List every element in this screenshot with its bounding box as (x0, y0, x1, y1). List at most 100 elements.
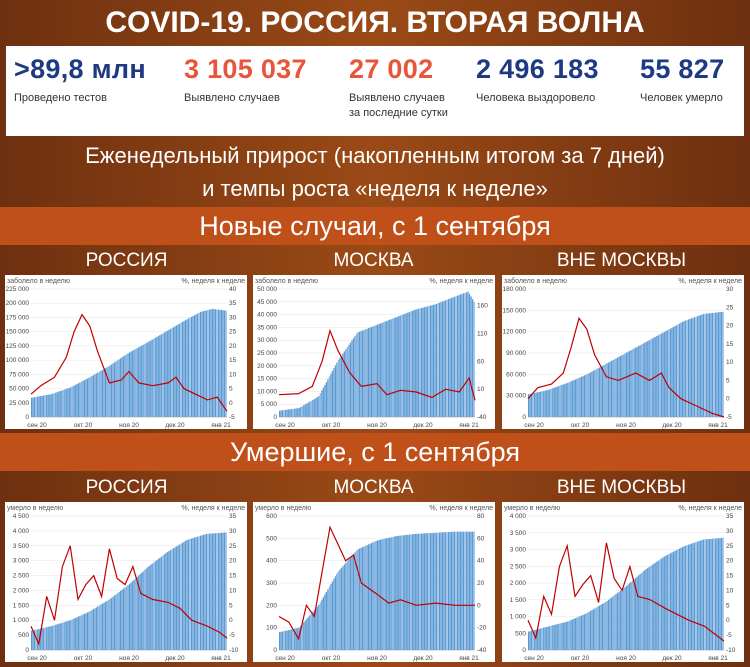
y-tick-label: 0 (273, 647, 277, 654)
bar (214, 533, 217, 650)
bar (562, 384, 564, 417)
x-tick-label: янв 21 (459, 655, 479, 662)
bar (139, 574, 141, 650)
subtitle-line2: и темпы роста «неделя к неделе» (202, 176, 548, 201)
bar (107, 366, 110, 417)
bar (68, 387, 70, 417)
bar (49, 626, 51, 650)
y2-tick-label: 0 (229, 617, 233, 624)
y-tick-label: 225 000 (6, 286, 30, 293)
bar (53, 393, 55, 417)
bar (334, 365, 337, 417)
y-tick-label: 200 (266, 602, 277, 609)
bar (304, 404, 306, 417)
bar (94, 374, 96, 417)
bar (659, 334, 661, 417)
bar (31, 630, 33, 650)
bar (369, 543, 371, 650)
bar (199, 311, 202, 417)
bar (125, 354, 128, 417)
bar (687, 319, 690, 417)
bar (71, 619, 73, 650)
chart-cases-russia: заболело в неделю %, неделя к неделе 0 25 0… (5, 275, 247, 429)
bar (316, 606, 318, 650)
bar (606, 600, 608, 650)
bar (713, 312, 715, 417)
y-tick-label: 3 000 (510, 547, 527, 554)
y-tick-label: 2 000 (510, 580, 527, 587)
bar (321, 390, 323, 417)
bar (318, 395, 320, 417)
bar (432, 304, 435, 417)
bar (55, 392, 57, 417)
bar (619, 590, 622, 650)
bar (77, 383, 79, 417)
bar (647, 567, 649, 650)
bar (62, 622, 64, 650)
bar (701, 314, 703, 417)
bar (441, 532, 444, 650)
bar (692, 543, 694, 650)
bar (389, 319, 391, 417)
bar (603, 364, 605, 417)
bar (222, 310, 224, 417)
bar (538, 628, 540, 650)
bar (381, 322, 383, 417)
x-tick-label: дек 20 (165, 655, 185, 662)
x-tick-label: янв 21 (708, 422, 728, 429)
x-tick-label: окт 20 (322, 422, 341, 429)
bar (470, 296, 472, 417)
bar (546, 390, 548, 417)
bar (672, 326, 674, 417)
bar (97, 372, 99, 417)
bar (156, 336, 158, 417)
y-tick-label: 100 000 (6, 357, 30, 364)
bar (295, 408, 297, 417)
y2-tick-label: -5 (229, 632, 235, 639)
bar (589, 611, 592, 650)
bar (337, 571, 340, 650)
y2-tick-label: 30 (229, 314, 237, 321)
bar (357, 332, 359, 417)
bar (310, 400, 312, 417)
bar (532, 393, 534, 417)
bar (56, 392, 58, 417)
chart-deaths-moscow: умерло в неделю%, неделя к неделе 0 100 200… (253, 502, 495, 662)
bar (456, 531, 459, 650)
bar (171, 549, 173, 650)
x-tick-label: сен 20 (275, 422, 295, 429)
bar (165, 331, 167, 417)
bar (349, 557, 352, 650)
bar (609, 361, 611, 417)
bar (345, 562, 347, 650)
bar (204, 310, 206, 417)
bar (398, 316, 400, 417)
stat-value: >89,8 млн (14, 54, 146, 84)
y-axis-label: умерло в неделю (504, 505, 560, 512)
bar (122, 588, 125, 650)
y2-tick-label: 30 (726, 528, 734, 535)
bar (567, 621, 569, 650)
bar (367, 544, 370, 650)
bar (686, 320, 688, 417)
bar (674, 326, 676, 417)
bar (588, 611, 590, 650)
y-axis-label: умерло в неделю (255, 505, 311, 512)
bar (461, 293, 463, 417)
x-tick-label: ноя 20 (367, 655, 387, 662)
bar (307, 617, 309, 650)
bar (459, 294, 462, 417)
bar (160, 556, 162, 650)
bar (431, 305, 433, 417)
bar (202, 311, 205, 417)
bar (580, 615, 583, 650)
bar (292, 629, 294, 650)
bar (162, 333, 164, 417)
bar (689, 544, 691, 650)
stat-value: 2 496 183 (476, 54, 599, 84)
y-axis-label: заболело в неделю (7, 277, 70, 285)
bar (704, 313, 706, 417)
stat-value: 3 105 037 (184, 54, 307, 84)
bar (62, 389, 64, 417)
bar (177, 545, 179, 650)
